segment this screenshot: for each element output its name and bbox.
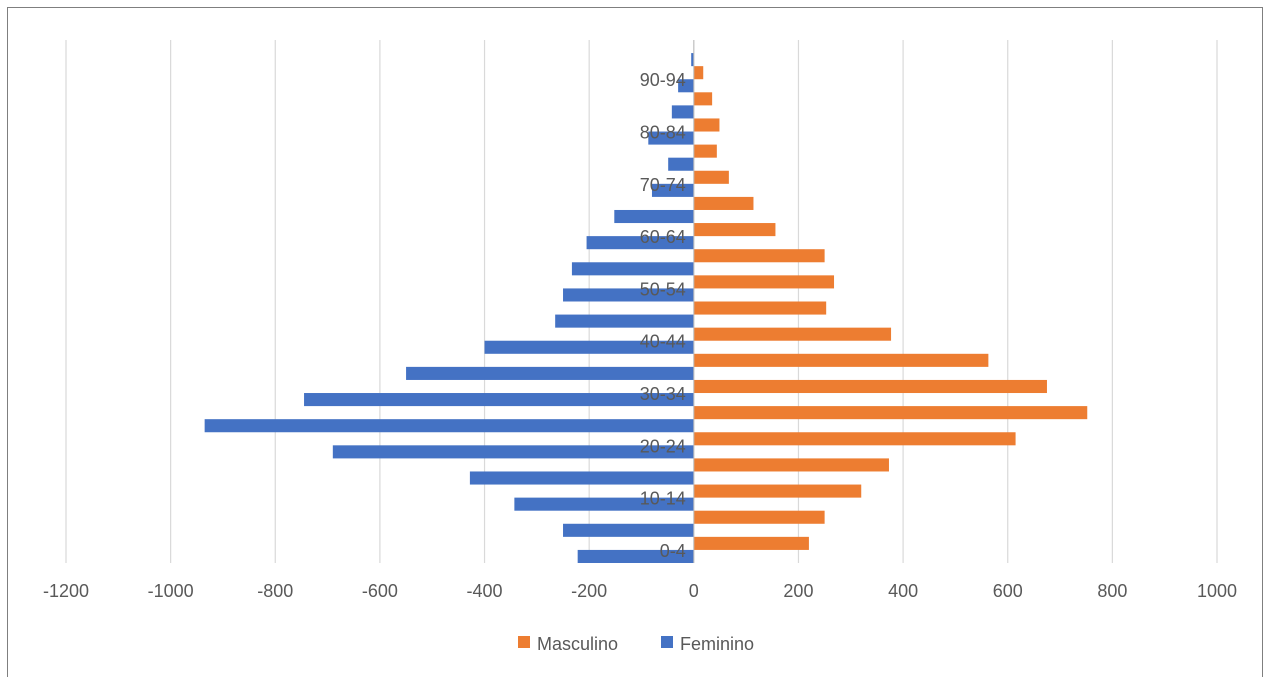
x-tick-label: 0 (689, 581, 699, 601)
category-label: 40-44 (640, 332, 686, 352)
bar-masculino-30-34 (693, 379, 1047, 394)
bar-feminino-35-39 (406, 366, 694, 380)
bar-masculino-50-54 (693, 275, 835, 289)
x-tick-label: -200 (571, 581, 607, 601)
legend: Masculino Feminino (518, 634, 754, 654)
bars (204, 40, 1088, 563)
bar-feminino-25-29 (204, 419, 694, 433)
legend-label-masculino: Masculino (537, 634, 618, 654)
category-label: 0-4 (660, 541, 686, 561)
bar-masculino-20-24 (693, 432, 1016, 446)
bar-feminino-15-19 (469, 471, 694, 485)
category-label: 90-94 (640, 70, 686, 90)
bar-feminino-10-14 (514, 497, 694, 511)
bar-masculino-40-44 (693, 327, 892, 341)
bar-masculino-0-4 (693, 536, 809, 550)
x-tick-label: -600 (362, 581, 398, 601)
bar-feminino-95+ (691, 53, 694, 67)
bar-masculino-70-74 (693, 170, 729, 184)
bar-masculino-5-9 (693, 510, 825, 524)
category-label: 60-64 (640, 227, 686, 247)
bar-masculino-85-89 (693, 92, 713, 106)
category-label: 10-14 (640, 489, 686, 509)
legend-swatch-masculino (518, 636, 530, 648)
legend-swatch-feminino (661, 636, 673, 648)
bar-feminino-40-44 (484, 340, 694, 354)
bar-feminino-70-74 (651, 183, 694, 197)
bar-feminino-80-84 (648, 131, 694, 145)
x-tick-label: -800 (257, 581, 293, 601)
x-tick-label: -1000 (148, 581, 194, 601)
bar-masculino-55-59 (693, 249, 825, 263)
gridlines (65, 40, 1218, 563)
bar-feminino-60-64 (586, 236, 694, 250)
bar-masculino-45-49 (693, 301, 827, 315)
x-tick-label: -400 (467, 581, 503, 601)
bar-masculino-65-69 (693, 196, 754, 210)
bar-feminino-75-79 (668, 157, 694, 171)
bar-feminino-55-59 (571, 262, 694, 276)
category-label: 50-54 (640, 279, 686, 299)
x-tick-label: 800 (1097, 581, 1127, 601)
bar-feminino-0-4 (577, 549, 694, 563)
bar-masculino-25-29 (693, 406, 1088, 420)
bar-feminino-85-89 (671, 105, 694, 119)
x-axis-tick-labels: -1200 -1000 -800 -600 -400 -200 0 200 400 600 800 1… (43, 581, 1237, 601)
bar-masculino-10-14 (693, 484, 862, 498)
category-label: 80-84 (640, 123, 686, 143)
chart-area (7, 7, 1263, 677)
x-tick-label: 400 (888, 581, 918, 601)
x-tick-label: 1000 (1197, 581, 1237, 601)
x-tick-label: 600 (993, 581, 1023, 601)
category-label: 30-34 (640, 384, 686, 404)
bar-feminino-5-9 (563, 523, 694, 537)
category-label: 20-24 (640, 436, 686, 456)
bar-feminino-50-54 (563, 288, 694, 302)
bar-feminino-90-94 (678, 79, 694, 93)
bar-masculino-60-64 (693, 223, 776, 237)
bar-masculino-75-79 (693, 144, 717, 158)
legend-label-feminino: Feminino (680, 634, 754, 654)
bar-feminino-20-24 (332, 445, 694, 459)
category-labels: 0-4 10-14 20-24 30-34 40-44 50-54 60-64 70-74 80… (640, 70, 686, 561)
bar-feminino-65-69 (614, 209, 694, 224)
x-tick-label: -1200 (43, 581, 89, 601)
bar-feminino-30-34 (304, 393, 694, 407)
category-label: 70-74 (640, 175, 686, 195)
bar-masculino-15-19 (693, 458, 889, 472)
x-tick-label: 200 (783, 581, 813, 601)
bar-masculino-80-84 (693, 118, 720, 132)
bar-feminino-45-49 (555, 314, 694, 328)
bar-masculino-90-94 (693, 66, 704, 80)
bar-masculino-35-39 (693, 353, 989, 367)
